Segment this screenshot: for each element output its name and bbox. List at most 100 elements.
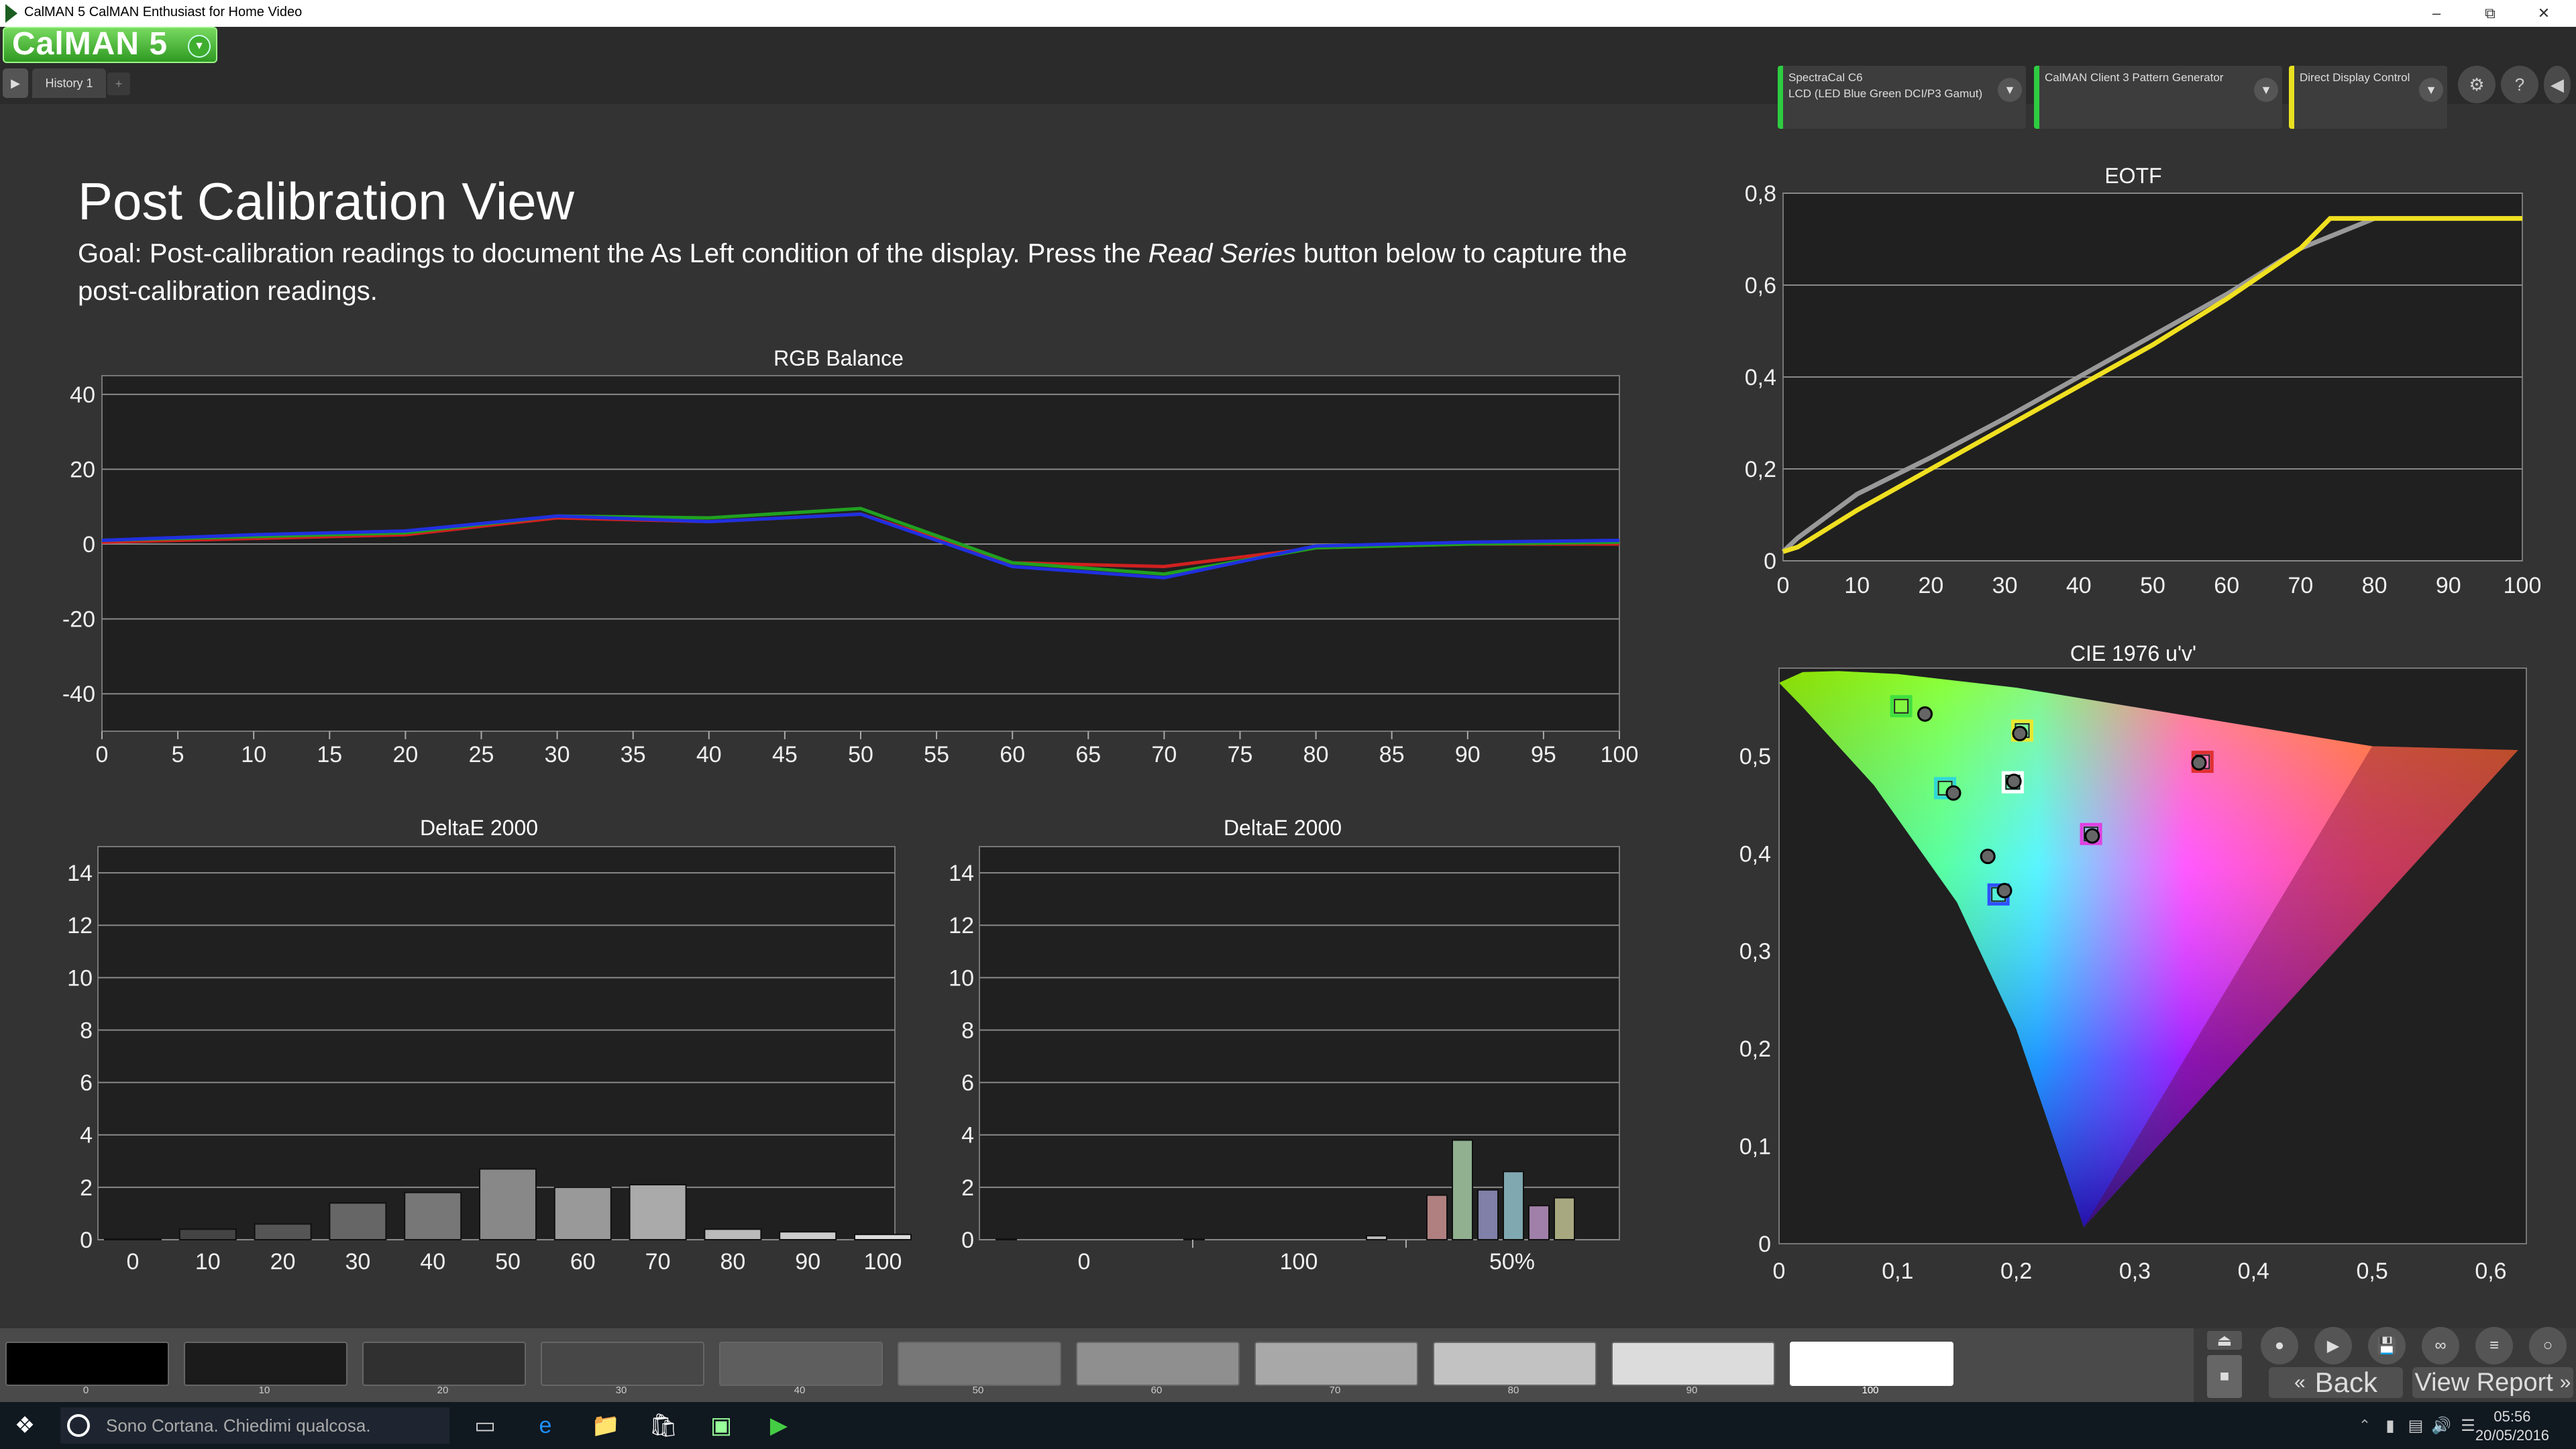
options-icon[interactable]: ≡ <box>2475 1327 2513 1364</box>
stop-button[interactable]: ■ <box>2207 1355 2242 1398</box>
close-icon[interactable]: ✕ <box>2537 5 2551 21</box>
store-icon[interactable]: 🛍 <box>649 1413 678 1438</box>
record-icon[interactable]: ● <box>2261 1327 2298 1364</box>
windows-start-icon[interactable]: ❖ <box>14 1413 36 1438</box>
deltae-color-bar <box>1366 1235 1387 1241</box>
deltae-gray-x-tick: 30 <box>345 1249 370 1275</box>
edge-icon[interactable]: e <box>539 1412 552 1438</box>
eotf-y-tick: 0,8 <box>1745 181 1776 207</box>
pattern-patch[interactable] <box>1611 1342 1775 1386</box>
minimize-icon[interactable]: – <box>2432 5 2441 21</box>
cie-out-of-gamut-shade <box>2084 746 2518 1228</box>
deltae-gray-y-tick: 6 <box>80 1071 93 1096</box>
eotf-x-tick: 90 <box>2436 573 2461 598</box>
deltae-gray-bar <box>254 1223 312 1241</box>
deltae-gray-bar <box>704 1228 762 1240</box>
pattern-label: 10 <box>258 1385 270 1396</box>
eject-icon[interactable]: ⏏ <box>2207 1331 2242 1350</box>
rgb-series-line <box>101 512 1620 580</box>
eotf-x-tick: 100 <box>2504 573 2542 598</box>
deltae-color-bar <box>996 1238 1017 1240</box>
restore-icon[interactable]: ⧉ <box>2485 5 2496 21</box>
deltae-color-y-tick: 2 <box>961 1175 974 1201</box>
chevron-down-icon[interactable]: ▼ <box>2254 78 2278 102</box>
back-button[interactable]: « Back <box>2269 1366 2403 1398</box>
system-clock[interactable]: 05:56 20/05/2016 <box>2475 1407 2549 1445</box>
deltae-gray-y-tick: 2 <box>80 1175 93 1201</box>
view-report-button[interactable]: View Report » <box>2412 1367 2573 1398</box>
cie-target-inner <box>1894 698 1909 714</box>
tab-history-1[interactable]: History 1 <box>32 68 106 98</box>
system-tray-arrow-icon[interactable]: ⌃ <box>2358 1417 2371 1434</box>
cie-title: CIE 1976 u'v' <box>2070 641 2197 665</box>
cie-target-square <box>1890 695 1913 718</box>
notifications-icon[interactable]: ☰ <box>2461 1416 2475 1435</box>
task-view-icon[interactable]: ▭ <box>474 1413 496 1438</box>
deltae-gray-bar <box>629 1183 687 1240</box>
pattern-label: 50 <box>972 1385 984 1396</box>
deltae-color-y-tick: 14 <box>949 861 974 886</box>
network-icon[interactable]: ▤ <box>2408 1416 2424 1435</box>
chevron-down-icon[interactable]: ▼ <box>188 35 211 58</box>
pattern-patch[interactable] <box>1790 1342 1953 1386</box>
pattern-patch[interactable] <box>184 1342 347 1386</box>
pattern-patch[interactable] <box>1433 1342 1597 1386</box>
pattern-patch[interactable] <box>362 1342 526 1386</box>
pattern-patch[interactable] <box>719 1342 883 1386</box>
deltae-color-bar <box>1183 1238 1205 1240</box>
collapse-icon[interactable]: ◀ <box>2544 66 2571 103</box>
rgb-x-tick: 30 <box>545 742 570 767</box>
rgb-plot-area <box>101 375 1620 732</box>
chevron-down-icon[interactable]: ▼ <box>2419 78 2443 102</box>
calman-taskbar-icon[interactable]: ▶ <box>769 1413 788 1438</box>
cie-y-tick: 0 <box>1758 1232 1771 1257</box>
cortana-icon <box>67 1414 90 1437</box>
deltae-gray-y-tick: 4 <box>80 1123 93 1148</box>
volume-icon[interactable]: 🔊 <box>2431 1416 2451 1435</box>
pattern-generator-selector[interactable]: CalMAN Client 3 Pattern Generator ▼ <box>2034 66 2282 129</box>
meter-device-selector[interactable]: SpectraCal C6 LCD (LED Blue Green DCI/P3… <box>1778 66 2026 129</box>
gear-icon[interactable]: ⚙ <box>2458 66 2496 103</box>
cortana-search[interactable]: Sono Cortana. Chiedimi qualcosa. <box>60 1407 449 1444</box>
play-icon[interactable]: ▶ <box>3 68 28 98</box>
file-explorer-icon[interactable]: 📁 <box>591 1413 621 1438</box>
deltae-gray-y-tick: 14 <box>67 861 93 886</box>
play-icon[interactable]: ▶ <box>2314 1327 2352 1364</box>
deltae-gray-x-tick: 60 <box>570 1249 596 1275</box>
rgb-x-tick: 10 <box>241 742 266 767</box>
device-mode: LCD (LED Blue Green DCI/P3 Gamut) <box>1788 87 1983 100</box>
forward-arrow-icon: » <box>2559 1371 2571 1393</box>
clock-date: 20/05/2016 <box>2475 1427 2549 1444</box>
rgb-x-tick: 90 <box>1455 742 1481 767</box>
cie-y-tick: 0,2 <box>1739 1036 1771 1062</box>
rgb-x-tick: 40 <box>696 742 722 767</box>
4k-app-icon[interactable]: ▣ <box>710 1413 733 1438</box>
pattern-label: 40 <box>794 1385 806 1396</box>
pattern-patch[interactable] <box>1076 1342 1240 1386</box>
cie-spectral-overlay <box>1779 671 2518 1228</box>
display-control-selector[interactable]: Direct Display Control ▼ <box>2289 66 2447 129</box>
save-icon[interactable]: 💾 <box>2368 1327 2406 1364</box>
back-label: Back <box>2314 1366 2378 1398</box>
deltae-gray-x-tick: 10 <box>195 1249 221 1275</box>
add-tab-icon[interactable]: + <box>107 72 130 95</box>
eotf-title: EOTF <box>2104 164 2162 188</box>
battery-icon[interactable]: ▮ <box>2385 1416 2395 1435</box>
rgb-y-tick: 0 <box>83 532 95 557</box>
pattern-patch[interactable] <box>5 1342 169 1386</box>
chevron-down-icon[interactable]: ▼ <box>1998 78 2022 102</box>
device-name: CalMAN Client 3 Pattern Generator <box>2045 71 2224 84</box>
pattern-patch[interactable] <box>898 1342 1061 1386</box>
deltae-gray-x-tick: 80 <box>720 1249 745 1275</box>
help-icon[interactable]: ? <box>2501 66 2538 103</box>
pattern-patch[interactable] <box>541 1342 704 1386</box>
deltae-color-y-tick: 0 <box>961 1228 974 1253</box>
loop-icon[interactable]: ∞ <box>2422 1327 2459 1364</box>
pattern-patch[interactable] <box>1254 1342 1418 1386</box>
cie-x-tick: 0,6 <box>2475 1258 2506 1284</box>
pin-icon[interactable]: ○ <box>2529 1327 2567 1364</box>
cie-measured-point <box>1980 849 1996 865</box>
calman-logo-button[interactable]: CalMAN 5 ▼ <box>3 26 217 63</box>
goal-text-end: button below to capture the post-calibra… <box>78 239 1627 306</box>
eotf-y-tick: 0,2 <box>1745 457 1776 482</box>
